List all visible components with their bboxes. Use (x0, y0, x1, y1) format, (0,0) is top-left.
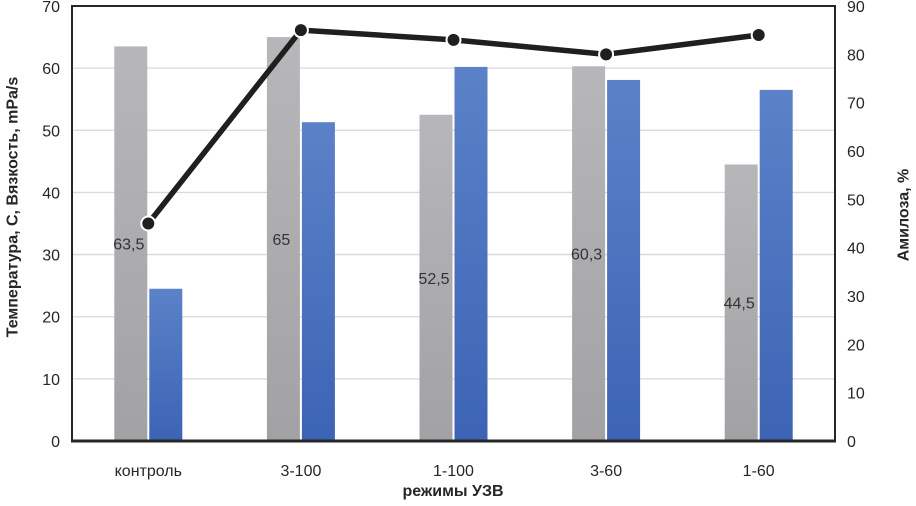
data-point (140, 215, 157, 232)
blue-bars-bar (454, 66, 488, 442)
y-tick-label-left: 20 (42, 310, 60, 327)
gray-bars-bar (724, 164, 758, 441)
y-tick-label-left: 0 (51, 434, 60, 451)
blue-bars-bar (149, 288, 183, 441)
y-tick-label-right: 40 (847, 241, 865, 258)
bar-value-label: 65 (273, 232, 291, 249)
y-tick-label-right: 80 (847, 47, 865, 64)
gray-bars-bar (419, 114, 453, 441)
y-tick-label-right: 90 (847, 0, 865, 16)
y-tick-label-left: 50 (42, 123, 60, 140)
x-category-label: 3-60 (590, 463, 622, 480)
y-tick-label-right: 30 (847, 289, 865, 306)
y-tick-label-left: 70 (42, 0, 60, 16)
plot-frame (71, 5, 836, 442)
y-tick-label-left: 40 (42, 185, 60, 202)
y-tick-label-right: 70 (847, 96, 865, 113)
y-tick-label-right: 20 (847, 337, 865, 354)
y-tick-label-left: 10 (42, 372, 60, 389)
bar-value-label: 60,3 (571, 247, 602, 264)
y-tick-label-right: 60 (847, 144, 865, 161)
data-point (750, 27, 767, 43)
data-line (145, 27, 762, 227)
y-tick-label-right: 50 (847, 192, 865, 209)
data-point (445, 31, 462, 48)
bar-value-label: 44,5 (724, 296, 755, 313)
left-axis-title: Температура, С, Вязкость, mPa/s (4, 76, 22, 338)
blue-bars-bar (301, 122, 335, 441)
blue-bars-bar (759, 89, 793, 442)
x-category-label: 1-100 (433, 463, 474, 480)
y-tick-label-left: 30 (42, 248, 60, 265)
bar-value-label: 52,5 (418, 271, 449, 288)
right-axis-title: Амилоза, % (895, 168, 913, 262)
gray-bars-bar (266, 37, 300, 441)
y-tick-label-right: 0 (847, 434, 856, 451)
y-tick-label-left: 60 (42, 61, 60, 78)
x-category-label: 3-100 (280, 463, 321, 480)
x-axis-title: режимы УЗВ (402, 483, 504, 500)
x-category-label: контроль (115, 463, 182, 480)
x-category-label: 1-60 (743, 463, 775, 480)
bar-value-label: 63,5 (113, 237, 144, 254)
blue-bars-bar (607, 79, 641, 441)
gray-bars-bar (572, 66, 606, 442)
gray-bars-bar (114, 46, 148, 442)
data-point (598, 46, 615, 63)
data-point (292, 22, 309, 39)
y-tick-label-right: 10 (847, 386, 865, 403)
